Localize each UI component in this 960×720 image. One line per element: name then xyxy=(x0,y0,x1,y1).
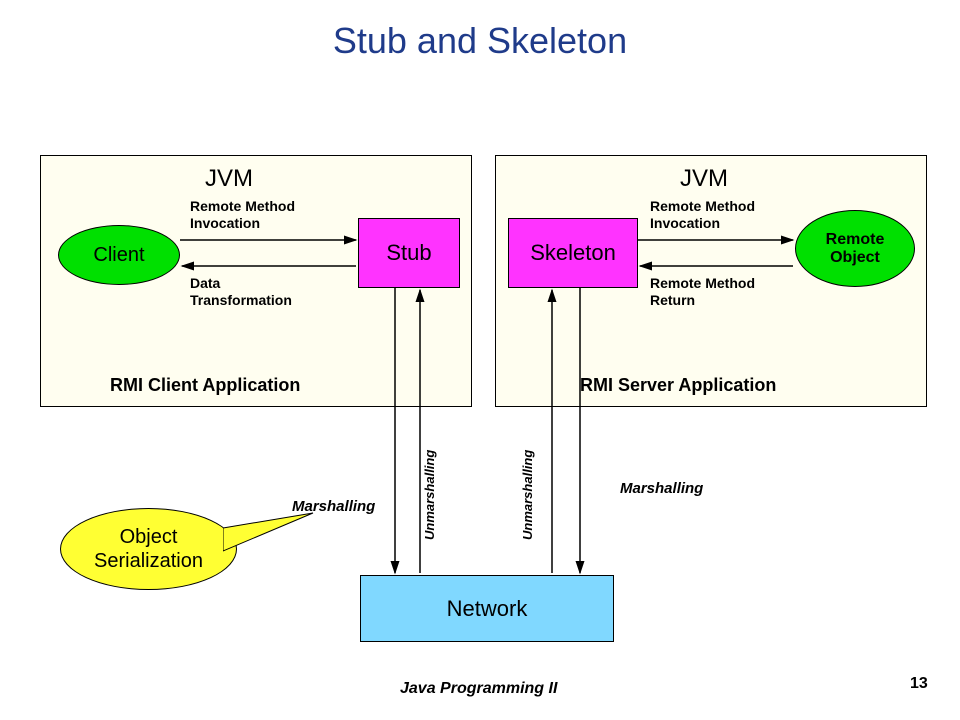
rmi-server-label: RMI Server Application xyxy=(580,375,776,396)
remote-object-label: Remote Object xyxy=(826,231,885,266)
stub-node: Stub xyxy=(358,218,460,288)
remote-object-node: Remote Object xyxy=(795,210,915,287)
client-node: Client xyxy=(58,225,180,285)
callout-label: Object Serialization xyxy=(94,525,203,573)
page-number: 13 xyxy=(910,675,928,693)
jvm-left-label: JVM xyxy=(205,165,253,193)
rmi-label-left: Remote Method Invocation xyxy=(190,198,295,232)
marshalling-right-label: Marshalling xyxy=(620,480,703,497)
rmi-client-label: RMI Client Application xyxy=(110,375,300,396)
jvm-right-label: JVM xyxy=(680,165,728,193)
rmi-label-right: Remote Method Invocation xyxy=(650,198,755,232)
network-label: Network xyxy=(447,596,528,622)
callout-tail-icon xyxy=(223,503,323,563)
object-serialization-callout: Object Serialization xyxy=(60,508,237,590)
unmarshalling-right-label: Unmarshalling xyxy=(520,420,535,540)
network-node: Network xyxy=(360,575,614,642)
stub-label: Stub xyxy=(386,240,431,266)
client-label: Client xyxy=(93,244,144,266)
skeleton-label: Skeleton xyxy=(530,240,616,266)
rmr-label: Remote Method Return xyxy=(650,275,755,309)
footer-text: Java Programming II xyxy=(400,680,557,698)
data-trans-label: Data Transformation xyxy=(190,275,292,309)
unmarshalling-left-label: Unmarshalling xyxy=(422,420,437,540)
skeleton-node: Skeleton xyxy=(508,218,638,288)
slide-title: Stub and Skeleton xyxy=(0,20,960,62)
